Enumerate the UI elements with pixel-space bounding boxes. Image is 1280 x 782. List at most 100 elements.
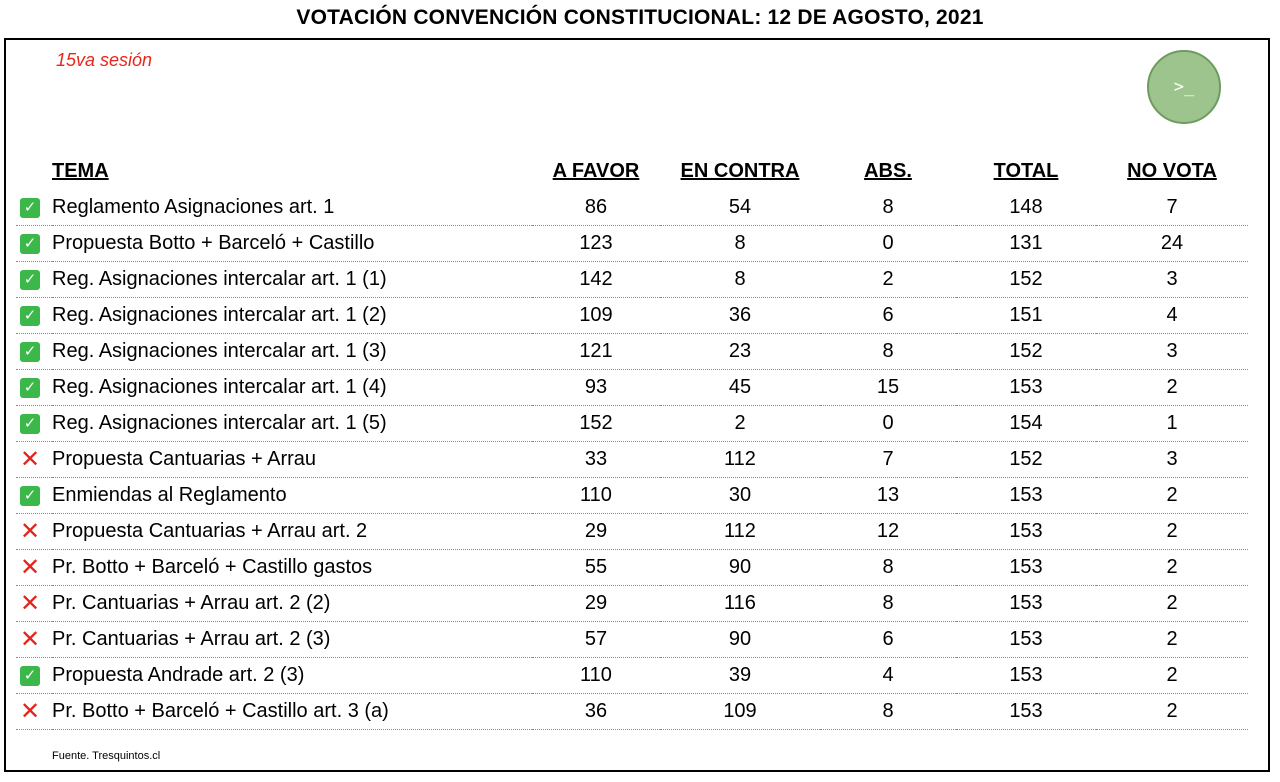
row-a-favor: 29 — [532, 513, 660, 550]
row-tema: Reg. Asignaciones intercalar art. 1 (3) — [52, 333, 532, 370]
header-no-vota: NO VOTA — [1127, 160, 1217, 182]
check-icon: ✓ — [20, 665, 40, 686]
terminal-icon: >_ — [1173, 77, 1195, 97]
row-total: 153 — [956, 477, 1096, 514]
table-body: ✓ Reglamento Asignaciones art. 1 86 54 8 148 7… — [16, 190, 1248, 730]
row-status-cell: ✕ — [16, 621, 52, 658]
row-status-cell: ✕ — [16, 441, 52, 478]
row-tema: Reg. Asignaciones intercalar art. 1 (2) — [52, 297, 532, 334]
row-total: 131 — [956, 225, 1096, 262]
table-row: ✕ Pr. Botto + Barceló + Castillo gastos 55… — [16, 549, 1248, 586]
row-tema: Enmiendas al Reglamento — [52, 477, 532, 514]
row-tema: Reg. Asignaciones intercalar art. 1 (1) — [52, 261, 532, 298]
row-en-contra: 112 — [660, 513, 820, 550]
row-a-favor: 86 — [532, 190, 660, 226]
row-abs: 4 — [820, 657, 956, 694]
row-status-cell: ✓ — [16, 333, 52, 370]
row-total: 153 — [956, 585, 1096, 622]
table-row: ✓ Enmiendas al Reglamento 110 30 13 153 2 — [16, 477, 1248, 514]
cross-icon: ✕ — [20, 445, 41, 473]
row-tema: Pr. Cantuarias + Arrau art. 2 (2) — [52, 585, 532, 622]
row-status-cell: ✓ — [16, 190, 52, 226]
row-no-vota: 2 — [1096, 657, 1248, 694]
check-icon: ✓ — [20, 269, 40, 290]
row-abs: 0 — [820, 405, 956, 442]
table-row: ✓ Reg. Asignaciones intercalar art. 1 (2)… — [16, 297, 1248, 334]
row-no-vota: 7 — [1096, 190, 1248, 226]
table-row: ✕ Pr. Botto + Barceló + Castillo art. 3 (… — [16, 693, 1248, 730]
row-tema: Propuesta Botto + Barceló + Castillo — [52, 225, 532, 262]
row-en-contra: 2 — [660, 405, 820, 442]
row-tema: Reglamento Asignaciones art. 1 — [52, 190, 532, 226]
row-en-contra: 36 — [660, 297, 820, 334]
table-row: ✕ Propuesta Cantuarias + Arrau art. 2 29 11… — [16, 513, 1248, 550]
row-total: 153 — [956, 549, 1096, 586]
row-abs: 13 — [820, 477, 956, 514]
table-row: ✓ Reg. Asignaciones intercalar art. 1 (5)… — [16, 405, 1248, 442]
table-row: ✓ Propuesta Botto + Barceló + Castillo 123… — [16, 225, 1248, 262]
row-no-vota: 2 — [1096, 549, 1248, 586]
row-total: 153 — [956, 657, 1096, 694]
row-status-cell: ✕ — [16, 513, 52, 550]
row-tema: Reg. Asignaciones intercalar art. 1 (5) — [52, 405, 532, 442]
row-a-favor: 109 — [532, 297, 660, 334]
table-row: ✓ Reg. Asignaciones intercalar art. 1 (1)… — [16, 261, 1248, 298]
row-en-contra: 90 — [660, 549, 820, 586]
results-panel: 15va sesión >_ TEMA A FAVOR EN CONTRA AB… — [4, 38, 1270, 772]
check-icon: ✓ — [20, 377, 40, 398]
row-tema: Propuesta Andrade art. 2 (3) — [52, 657, 532, 694]
row-total: 152 — [956, 261, 1096, 298]
header-abs: ABS. — [864, 160, 912, 182]
page-title: VOTACIÓN CONVENCIÓN CONSTITUCIONAL: 12 D… — [296, 6, 984, 29]
cross-icon: ✕ — [20, 625, 41, 653]
row-abs: 0 — [820, 225, 956, 262]
row-total: 154 — [956, 405, 1096, 442]
row-status-cell: ✓ — [16, 477, 52, 514]
row-en-contra: 23 — [660, 333, 820, 370]
row-no-vota: 3 — [1096, 261, 1248, 298]
row-abs: 8 — [820, 585, 956, 622]
row-total: 153 — [956, 513, 1096, 550]
check-icon: ✓ — [20, 341, 40, 362]
row-no-vota: 2 — [1096, 477, 1248, 514]
row-status-cell: ✓ — [16, 405, 52, 442]
row-status-cell: ✕ — [16, 549, 52, 586]
row-no-vota: 24 — [1096, 225, 1248, 262]
row-total: 153 — [956, 621, 1096, 658]
row-no-vota: 4 — [1096, 297, 1248, 334]
row-no-vota: 2 — [1096, 693, 1248, 730]
row-abs: 6 — [820, 621, 956, 658]
row-en-contra: 90 — [660, 621, 820, 658]
row-status-cell: ✕ — [16, 693, 52, 730]
table-header-row: TEMA A FAVOR EN CONTRA ABS. TOTAL NO VOT… — [16, 153, 1248, 190]
row-status-cell: ✓ — [16, 657, 52, 694]
header-total: TOTAL — [993, 160, 1059, 182]
check-icon: ✓ — [20, 485, 40, 506]
row-a-favor: 36 — [532, 693, 660, 730]
check-icon: ✓ — [20, 197, 40, 218]
check-icon: ✓ — [20, 413, 40, 434]
row-abs: 7 — [820, 441, 956, 478]
row-no-vota: 2 — [1096, 513, 1248, 550]
table-row: ✕ Propuesta Cantuarias + Arrau 33 112 7 152 3 — [16, 441, 1248, 478]
row-abs: 6 — [820, 297, 956, 334]
row-a-favor: 121 — [532, 333, 660, 370]
row-tema: Pr. Botto + Barceló + Castillo art. 3 (a… — [52, 693, 532, 730]
row-total: 153 — [956, 693, 1096, 730]
cross-icon: ✕ — [20, 589, 41, 617]
terminal-button[interactable]: >_ — [1147, 50, 1221, 124]
session-label: 15va sesión — [56, 50, 153, 70]
row-tema: Pr. Cantuarias + Arrau art. 2 (3) — [52, 621, 532, 658]
row-a-favor: 93 — [532, 369, 660, 406]
row-abs: 8 — [820, 693, 956, 730]
row-en-contra: 8 — [660, 225, 820, 262]
row-status-cell: ✓ — [16, 297, 52, 334]
row-tema: Propuesta Cantuarias + Arrau — [52, 441, 532, 478]
row-a-favor: 55 — [532, 549, 660, 586]
check-icon: ✓ — [20, 233, 40, 254]
row-a-favor: 152 — [532, 405, 660, 442]
row-no-vota: 3 — [1096, 333, 1248, 370]
row-a-favor: 142 — [532, 261, 660, 298]
row-tema: Reg. Asignaciones intercalar art. 1 (4) — [52, 369, 532, 406]
row-abs: 8 — [820, 549, 956, 586]
